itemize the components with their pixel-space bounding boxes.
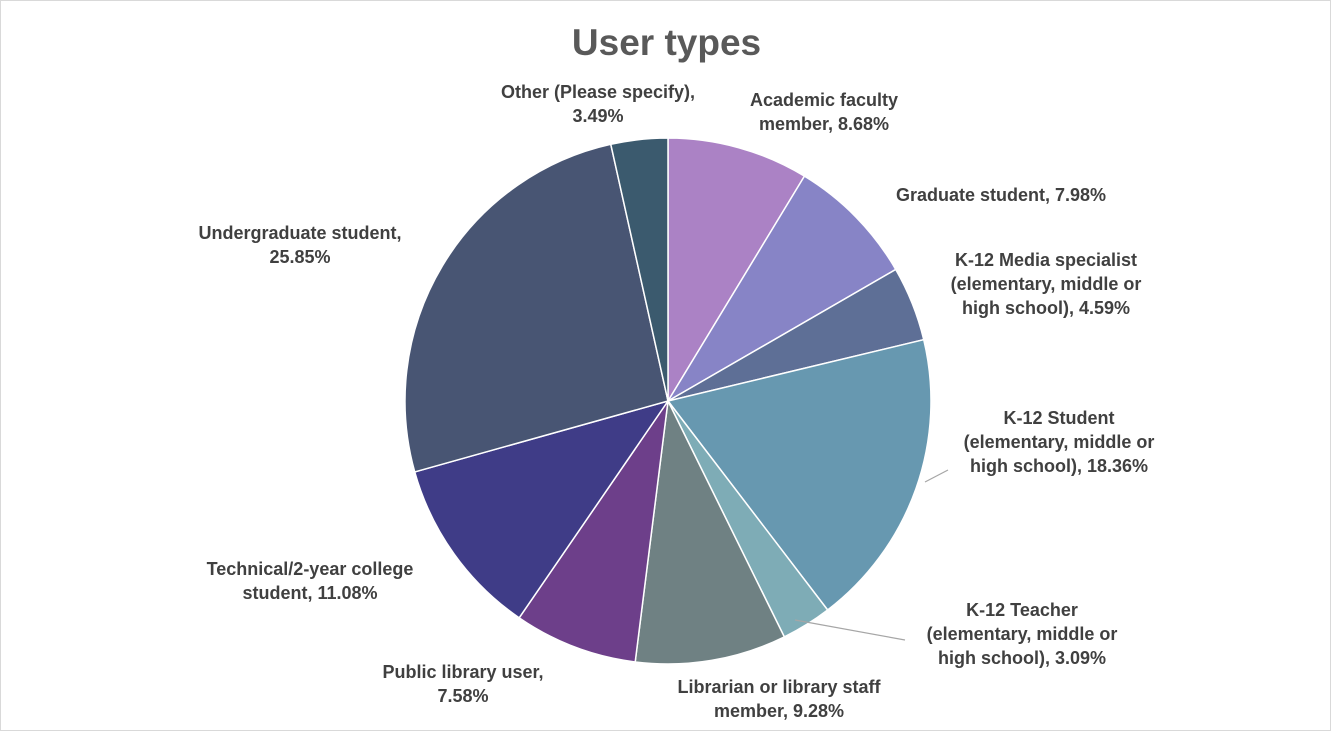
pie-slice [413, 399, 670, 619]
slice-label: Other (Please specify), 3.49% [501, 82, 695, 126]
slice-label: K-12 Student (elementary, middle or high s… [964, 408, 1155, 476]
leader-line [794, 619, 906, 641]
pie-slice [666, 338, 932, 612]
leader-line [924, 469, 949, 483]
slice-label: Graduate student, 7.98% [896, 185, 1106, 205]
slice-label: Librarian or library staff member, 9.28% [677, 677, 881, 721]
pie-slice [609, 137, 669, 402]
slice-label: K-12 Teacher (elementary, middle or high s… [927, 600, 1118, 668]
pie-slice [518, 400, 669, 663]
slice-label: Public library user, 7.58% [382, 662, 543, 706]
slice-label: Academic faculty member, 8.68% [750, 90, 898, 134]
pie-slice [667, 175, 897, 402]
slice-label: K-12 Media specialist (elementary, middle… [951, 250, 1142, 318]
slice-label: Undergraduate student, 25.85% [198, 223, 401, 267]
pie-slice [404, 143, 669, 473]
slice-label: Technical/2-year college student, 11.08% [207, 559, 414, 603]
pie-slice [667, 137, 806, 404]
chart-title: User types [571, 22, 762, 63]
pie-slice [634, 398, 786, 665]
